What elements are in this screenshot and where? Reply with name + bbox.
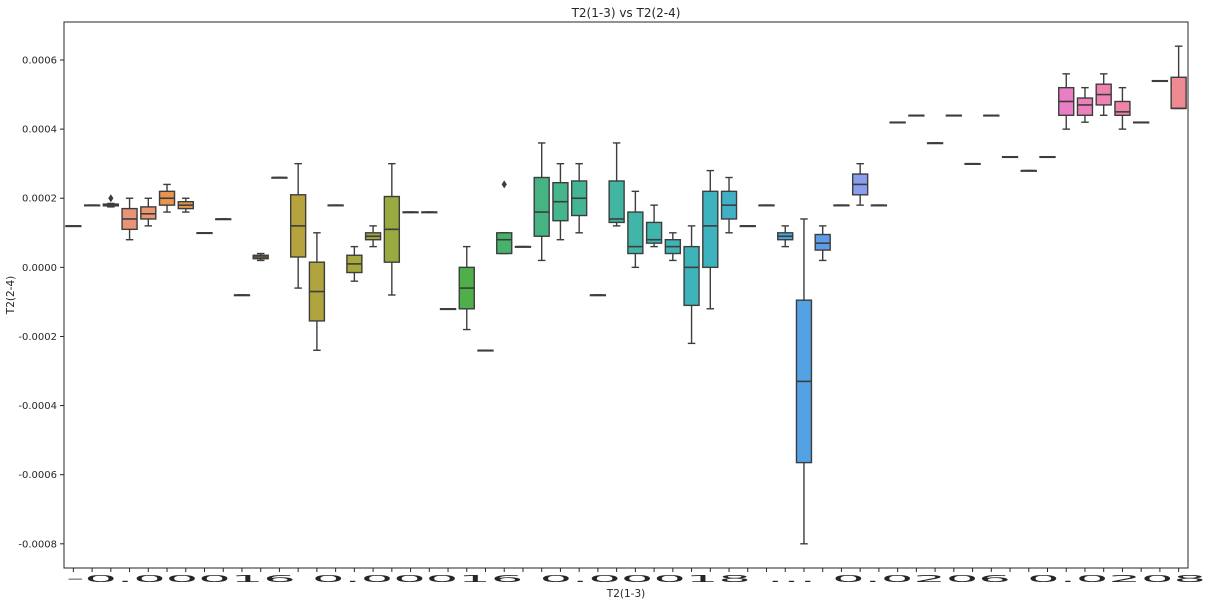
outlier-point [108, 194, 114, 203]
box-58 [1132, 121, 1150, 124]
box-60 [1170, 45, 1187, 110]
box-16 [346, 245, 363, 282]
box-46 [908, 114, 925, 117]
box-7 [177, 197, 194, 213]
box-23 [477, 349, 494, 352]
box-series [65, 45, 1187, 545]
box-2 [83, 204, 101, 207]
y-axis-label: T2(2-4) [5, 276, 17, 315]
box-3 [102, 194, 120, 208]
box-56 [1095, 73, 1112, 117]
x-axis-ticks [72, 568, 1180, 572]
box-39 [777, 225, 794, 248]
box-6 [158, 183, 176, 213]
box-27 [552, 162, 569, 241]
box-31 [627, 190, 644, 269]
box-48 [945, 114, 963, 117]
box-25 [514, 245, 532, 248]
box-36 [720, 176, 738, 234]
box-8 [196, 231, 213, 235]
box-44 [870, 204, 888, 207]
box-33 [664, 232, 682, 262]
outlier-point [501, 180, 507, 189]
box-45 [889, 121, 906, 124]
box-40 [795, 218, 813, 545]
y-tick-label: -0.0004 [18, 401, 57, 412]
iqr-box [645, 221, 663, 244]
y-tick-label: 0.0006 [22, 56, 57, 67]
iqr-box [1114, 100, 1131, 117]
box-15 [327, 204, 344, 207]
box-59 [1151, 79, 1169, 83]
plot-frame [63, 21, 1189, 569]
iqr-box [1170, 76, 1187, 110]
box-34 [683, 225, 700, 345]
box-52 [1020, 169, 1037, 172]
box-26 [533, 142, 550, 262]
y-axis-ticks: -0.0008 -0.0006 -0.0004 -0.0002 0.0000 0.0002… [18, 56, 64, 550]
box-37 [739, 225, 756, 228]
box-57 [1114, 86, 1131, 130]
box-42 [833, 204, 850, 207]
iqr-box [814, 233, 831, 251]
box-49 [964, 162, 981, 165]
box-43 [851, 162, 869, 206]
x-axis-label: T2(1-3) [606, 588, 645, 600]
box-38 [758, 204, 775, 207]
iqr-box [683, 245, 700, 307]
box-51 [1001, 155, 1019, 159]
box-30 [608, 142, 625, 227]
iqr-box [140, 206, 157, 220]
x-tick-label-strip: -0.00016 0.00016 0.00018 ... 0.0206 0.02… [66, 574, 1206, 585]
box-4 [121, 197, 138, 241]
y-tick-label: 0.0000 [22, 263, 57, 274]
box-14 [308, 232, 326, 351]
y-tick-label: 0.0004 [22, 125, 57, 136]
box-35 [702, 169, 719, 310]
box-28 [570, 162, 588, 234]
box-18 [383, 162, 401, 296]
box-47 [926, 142, 944, 145]
box-12 [271, 176, 288, 179]
y-tick-label: -0.0008 [18, 539, 57, 550]
box-21 [439, 308, 457, 311]
box-5 [140, 197, 157, 227]
iqr-box [608, 180, 625, 224]
iqr-box [1076, 97, 1094, 117]
box-55 [1076, 86, 1094, 123]
box-11 [252, 252, 269, 262]
box-13 [289, 162, 307, 289]
y-tick-label: -0.0006 [18, 470, 57, 481]
iqr-box [627, 211, 644, 255]
box-10 [233, 294, 251, 297]
box-22 [458, 245, 475, 331]
box-50 [983, 114, 1000, 117]
box-54 [1058, 73, 1075, 130]
box-9 [215, 218, 232, 221]
box-29 [589, 294, 607, 297]
chart-title: T2(1-3) vs T2(2-4) [571, 6, 681, 20]
iqr-box [496, 232, 513, 255]
x-tick-labels: -0.00016 0.00016 0.00018 ... 0.0206 0.02… [66, 574, 1206, 585]
box-1 [65, 225, 82, 228]
box-19 [402, 211, 419, 214]
y-tick-label: -0.0002 [18, 332, 57, 343]
box-20 [421, 211, 438, 214]
iqr-box [533, 176, 550, 237]
box-24 [496, 180, 513, 255]
box-32 [645, 204, 663, 248]
iqr-box [702, 190, 719, 269]
box-17 [364, 225, 382, 248]
box-53 [1039, 155, 1056, 159]
y-tick-label: 0.0002 [22, 194, 57, 205]
box-41 [814, 225, 831, 262]
